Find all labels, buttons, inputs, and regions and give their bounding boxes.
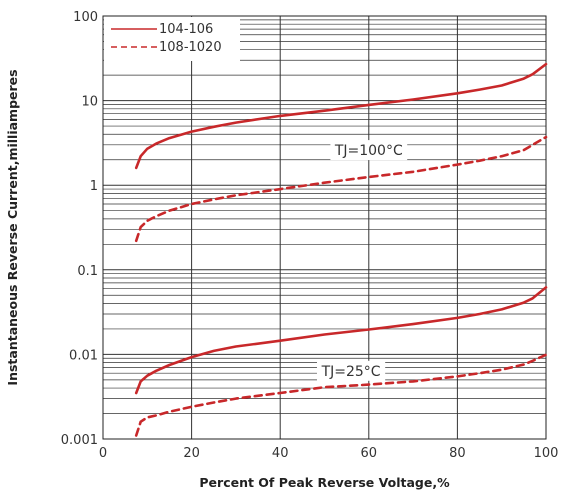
- y-tick-label: 0.01: [69, 348, 98, 363]
- legend-box: [104, 17, 240, 61]
- x-axis-title: Percent Of Peak Reverse Voltage,%: [199, 475, 450, 490]
- annotations: TJ=100°C TJ=25°C: [316, 140, 408, 381]
- data-series: [134, 62, 548, 437]
- x-tick-label: 60: [361, 446, 378, 461]
- annotation-bg: [330, 140, 408, 161]
- series-line: [134, 353, 548, 437]
- x-tick-label: 0: [99, 446, 107, 461]
- legend-label: 108-1020: [159, 40, 222, 55]
- annotation-bg: [316, 360, 386, 381]
- y-tick-label: 0.001: [61, 433, 98, 448]
- x-tick-label: 40: [272, 446, 289, 461]
- legend-label: 104-106: [159, 22, 213, 37]
- series-line: [134, 286, 548, 395]
- grid-lines: [102, 16, 547, 439]
- y-tick-label: 10: [81, 95, 98, 110]
- x-tick-label: 80: [449, 446, 466, 461]
- y-tick-label: 1: [90, 179, 98, 194]
- annotation-label: TJ=25°C: [321, 364, 381, 380]
- y-axis-title: Instantaneous Reverse Current,milliamper…: [5, 69, 20, 385]
- x-tick-label: 100: [534, 446, 559, 461]
- annotation-label: TJ=100°C: [334, 143, 403, 159]
- y-tick-label: 0.1: [77, 264, 98, 279]
- series-line: [134, 135, 548, 243]
- tick-labels: 0 20 40 60 80 100 0.001 0.01 0.1 1 10 100: [61, 10, 559, 461]
- y-tick-label: 100: [73, 10, 98, 25]
- legend: 104-106 108-1020: [104, 17, 240, 61]
- plot-area: [102, 15, 547, 440]
- series-line: [134, 62, 548, 170]
- x-tick-label: 20: [183, 446, 200, 461]
